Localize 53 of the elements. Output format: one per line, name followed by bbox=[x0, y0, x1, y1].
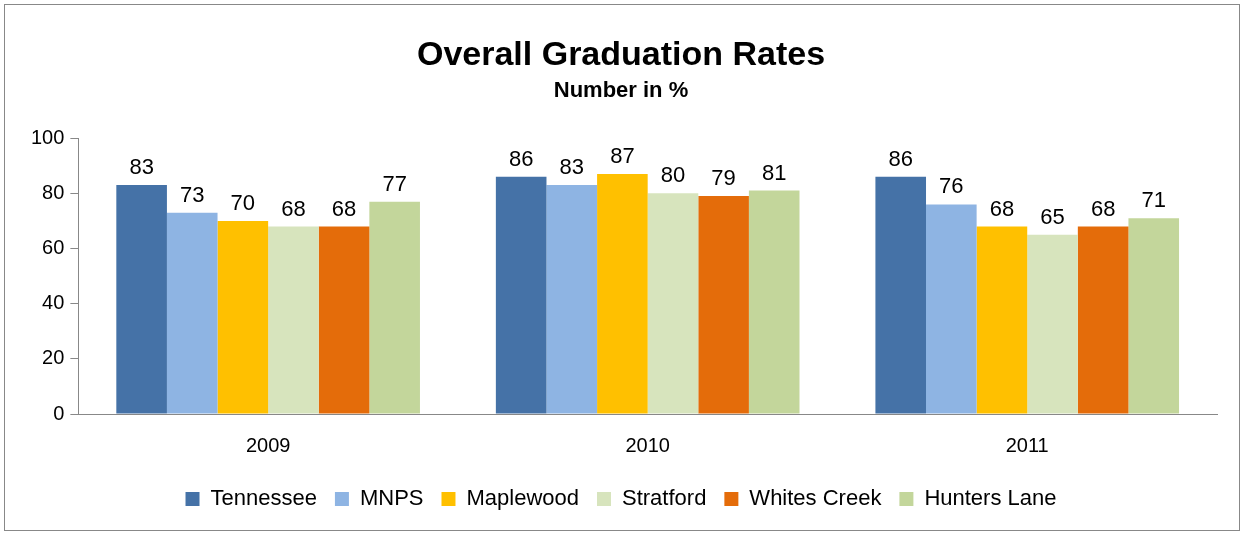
bar bbox=[546, 185, 598, 414]
data-label: 86 bbox=[508, 145, 534, 171]
bar bbox=[1128, 218, 1180, 414]
bar bbox=[1077, 226, 1129, 414]
bar bbox=[976, 226, 1028, 414]
bar bbox=[369, 201, 420, 414]
data-label: 76 bbox=[939, 173, 964, 199]
y-tick-label: 0 bbox=[53, 401, 65, 424]
bar bbox=[875, 176, 927, 414]
chart-title: Overall Graduation Rates bbox=[416, 33, 826, 72]
data-label: 65 bbox=[1040, 203, 1065, 229]
bar bbox=[698, 196, 749, 414]
data-label: 68 bbox=[281, 195, 306, 221]
legend-label: Stratford bbox=[622, 485, 707, 511]
bar bbox=[116, 185, 167, 414]
bar bbox=[217, 220, 269, 414]
legend-label: MNPS bbox=[359, 485, 424, 511]
data-label: 80 bbox=[660, 162, 686, 188]
y-tick-label: 60 bbox=[42, 236, 65, 259]
bar bbox=[1027, 234, 1078, 414]
bar bbox=[318, 226, 370, 414]
data-label: 73 bbox=[179, 181, 205, 207]
chart-subtitle: Number in % bbox=[553, 77, 689, 103]
data-label: 79 bbox=[711, 165, 736, 191]
data-label: 68 bbox=[331, 195, 357, 221]
bar bbox=[166, 212, 218, 414]
data-label: 77 bbox=[382, 170, 407, 196]
data-label: 87 bbox=[610, 143, 635, 169]
x-tick-label: 2009 bbox=[245, 433, 291, 456]
legend-label: Whites Creek bbox=[749, 485, 883, 511]
x-tick-label: 2010 bbox=[625, 433, 670, 456]
legend-label: Hunters Lane bbox=[924, 485, 1057, 511]
legend-label: Maplewood bbox=[466, 485, 579, 511]
bar bbox=[926, 204, 977, 414]
bar bbox=[647, 193, 699, 414]
y-tick-label: 20 bbox=[42, 346, 65, 369]
data-label: 68 bbox=[989, 195, 1015, 221]
y-tick-label: 40 bbox=[42, 291, 65, 314]
data-label: 86 bbox=[888, 145, 913, 171]
data-label: 83 bbox=[559, 154, 585, 180]
bar bbox=[748, 190, 800, 414]
data-label: 71 bbox=[1141, 187, 1166, 213]
data-label: 83 bbox=[129, 154, 154, 180]
x-tick-label: 2011 bbox=[1005, 433, 1049, 456]
data-label: 81 bbox=[761, 159, 787, 185]
bar bbox=[268, 226, 319, 414]
y-tick-label: 80 bbox=[42, 180, 65, 203]
data-label: 70 bbox=[230, 190, 256, 215]
y-tick-label: 100 bbox=[30, 125, 65, 148]
data-label: 68 bbox=[1090, 195, 1116, 221]
bar bbox=[495, 176, 547, 414]
bar bbox=[597, 174, 648, 414]
legend-label: Tennessee bbox=[210, 485, 317, 511]
